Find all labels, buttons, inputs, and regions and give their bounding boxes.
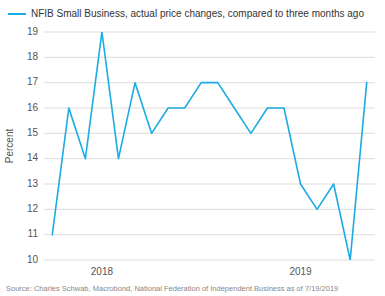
- grid-line: [44, 184, 375, 185]
- title: NFIB Small Business, actual price change…: [31, 8, 364, 19]
- chart: 10 11 12 13 14 15 16 17 18 19 Percent 2018 2019 NFIB …: [0, 0, 385, 296]
- grid-line: [44, 32, 375, 33]
- y-tick-label: 13: [27, 178, 39, 189]
- y-tick-label: 17: [27, 76, 39, 87]
- y-tick-label: 14: [27, 152, 39, 163]
- chart-container: 10 11 12 13 14 15 16 17 18 19 Percent 2018 2019 NFIB …: [0, 0, 385, 296]
- x-axis: 2018 2019: [91, 266, 312, 277]
- grid-line: [44, 209, 375, 210]
- y-tick-label: 18: [27, 51, 39, 62]
- y-tick-label: 16: [27, 102, 39, 113]
- y-axis: 10 11 12 13 14 15 16 17 18 19: [27, 26, 375, 265]
- x-tick-label: 2019: [289, 266, 312, 277]
- y-tick-label: 19: [27, 26, 39, 37]
- grid-line: [44, 133, 375, 134]
- y-tick-label: 11: [28, 228, 39, 239]
- x-tick-label: 2018: [91, 266, 114, 277]
- grid-line: [44, 260, 375, 261]
- background: [0, 0, 385, 296]
- grid-line: [44, 108, 375, 109]
- y-tick-label: 10: [27, 254, 39, 265]
- grid-line: [44, 158, 375, 159]
- legend: NFIB Small Business, actual price change…: [8, 8, 364, 19]
- grid-line: [44, 57, 375, 58]
- grid-line: [44, 234, 375, 235]
- y-axis-label: Percent: [4, 129, 15, 164]
- plot-area: [52, 32, 366, 260]
- y-tick-label: 12: [27, 203, 39, 214]
- y-tick-label: 15: [27, 127, 39, 138]
- legend-swatch: [8, 13, 26, 15]
- data-line: [52, 32, 366, 260]
- source-note: Source: Charles Schwab, Macrobond, Natio…: [6, 284, 338, 293]
